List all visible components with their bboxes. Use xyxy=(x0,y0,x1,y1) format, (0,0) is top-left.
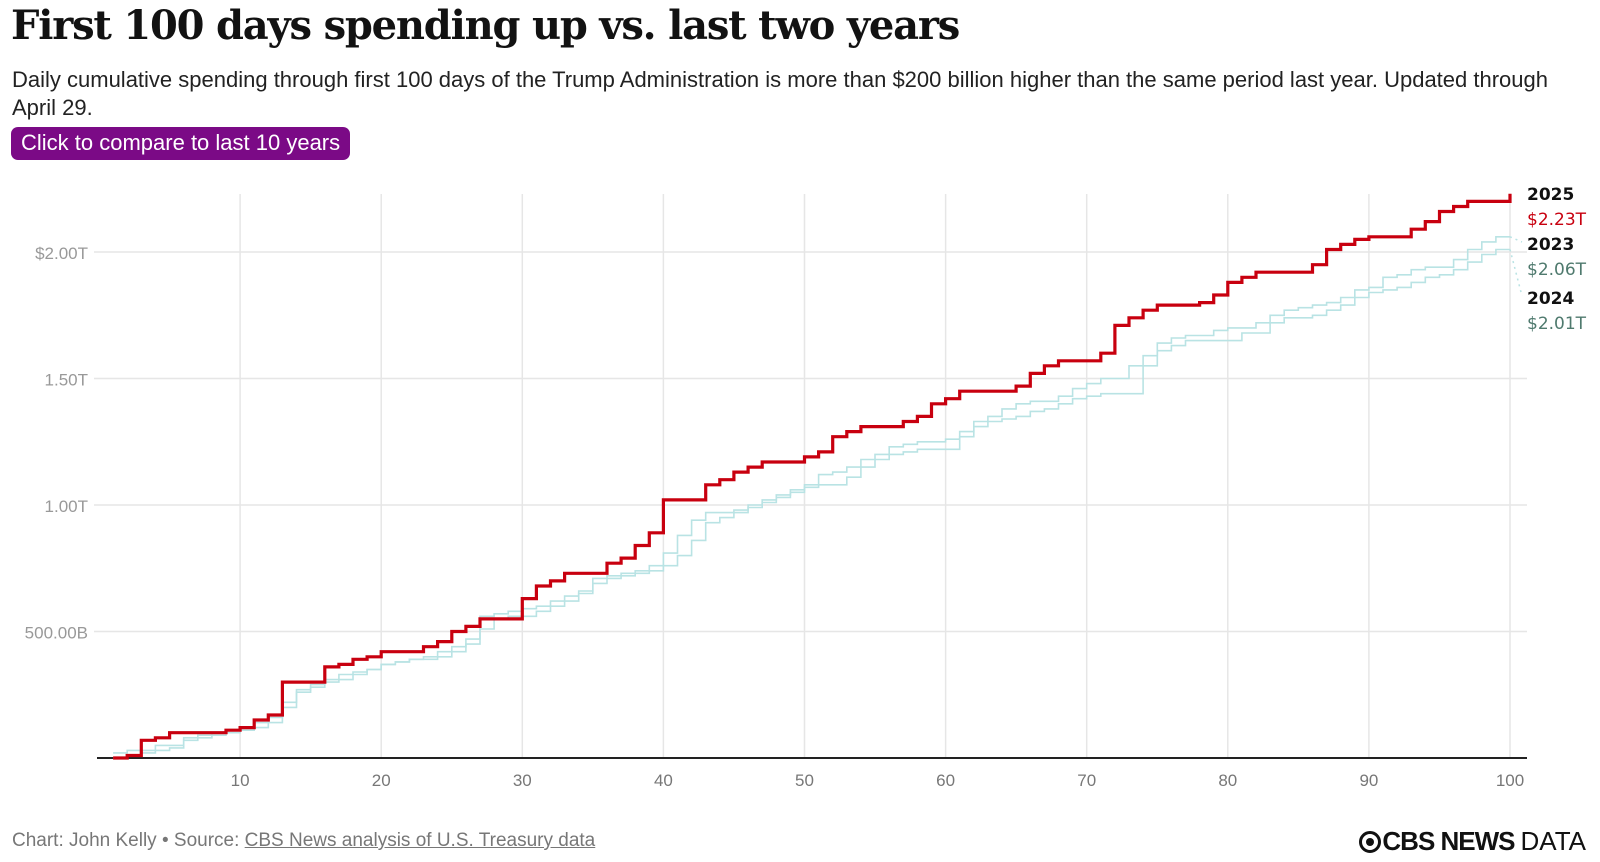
end-label-year-2024: 2024 xyxy=(1527,289,1574,309)
end-label-value-2025: $2.23T xyxy=(1527,210,1587,230)
credit-text: Chart: John Kelly • Source: xyxy=(12,830,245,851)
x-tick-label: 20 xyxy=(372,771,391,790)
x-tick-label: 40 xyxy=(654,771,673,790)
y-axis: 500.00B 1.00T 1.50T $2.00T xyxy=(25,244,88,643)
chart-title: First 100 days spending up vs. last two … xyxy=(11,2,960,49)
logo-brand: CBS NEWS xyxy=(1382,826,1515,856)
end-label-value-2024: $2.01T xyxy=(1527,314,1587,334)
x-tick-label: 30 xyxy=(513,771,532,790)
end-label-year-2023: 2023 xyxy=(1527,235,1574,255)
series-lines xyxy=(113,193,1512,760)
compare-last-10-years-button[interactable]: Click to compare to last 10 years xyxy=(11,127,351,160)
chart-subtitle: Daily cumulative spending through first … xyxy=(12,67,1548,120)
x-tick-label: 50 xyxy=(795,771,814,790)
x-tick-label: 70 xyxy=(1077,771,1096,790)
y-tick-label: 1.00T xyxy=(45,497,88,516)
chart-footer: Chart: John Kelly • Source: CBS News ana… xyxy=(12,830,595,852)
cbs-news-data-logo: CBS NEWS DATA xyxy=(1359,826,1586,857)
x-tick-label: 10 xyxy=(231,771,250,790)
grid-lines xyxy=(94,194,1527,758)
leader-line-2023 xyxy=(1509,236,1523,243)
x-tick-label: 90 xyxy=(1359,771,1378,790)
y-tick-label: 500.00B xyxy=(25,624,88,643)
logo-suffix: DATA xyxy=(1520,826,1586,856)
cbs-eye-icon xyxy=(1359,830,1382,853)
x-tick-label: 60 xyxy=(936,771,955,790)
x-tick-label: 80 xyxy=(1218,771,1237,790)
end-labels: 2023 $2.06T 2024 $2.01T 2025 $2.23T xyxy=(1509,185,1587,334)
y-tick-label: 1.50T xyxy=(45,371,88,390)
leader-line-2024 xyxy=(1509,249,1523,297)
end-label-value-2023: $2.06T xyxy=(1527,260,1587,280)
end-label-year-2025: 2025 xyxy=(1527,185,1574,205)
x-axis: 10 20 30 40 50 60 70 80 90 100 xyxy=(97,757,1527,790)
series-line-2024 xyxy=(113,248,1510,759)
x-tick-label: 100 xyxy=(1496,771,1524,790)
series-line-2023 xyxy=(113,236,1510,754)
y-tick-label: $2.00T xyxy=(35,244,88,263)
source-link[interactable]: CBS News analysis of U.S. Treasury data xyxy=(244,830,596,851)
series-line-2025 xyxy=(113,193,1512,760)
